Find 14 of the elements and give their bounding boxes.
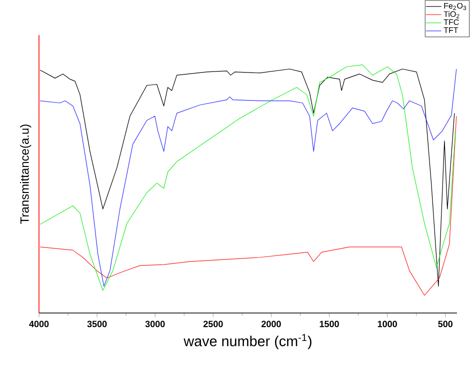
legend-label: TFC [444,19,459,25]
x-tick-label: 3500 [87,320,107,328]
x-tick-label: 1500 [320,320,339,328]
x-tick-label: 4000 [29,320,49,328]
legend-label: Fe$_{2}$O$_{3}$ [444,2,466,10]
x-axis-title: wave number (cm$^{-1}$) [184,334,312,350]
x-tick-label: 2000 [262,320,281,328]
y-axis-title: Transmittance(a.u) [20,124,32,224]
x-tick-label: 1000 [378,320,397,328]
x-tick-label: 500 [438,320,453,328]
x-tick-label: 2500 [203,320,223,328]
legend-label: TFT [444,27,458,33]
x-tick-label: 3000 [145,320,165,328]
legend-label: TiO$_{2}$ [444,11,460,18]
